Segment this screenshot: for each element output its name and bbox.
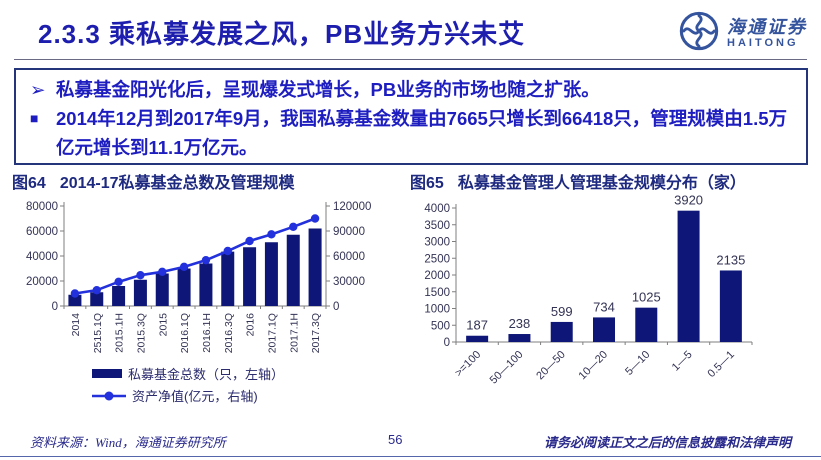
figure-64: 图64 2014-17私募基金总数及管理规模 0 20000 40000 60000 8…	[8, 168, 406, 405]
svg-text:1000: 1000	[424, 304, 450, 316]
svg-text:>=100: >=100	[453, 349, 484, 380]
svg-text:0: 0	[444, 337, 450, 349]
charts-row: 图64 2014-17私募基金总数及管理规模 0 20000 40000 60000 8…	[8, 168, 816, 405]
svg-text:2014: 2014	[70, 313, 82, 337]
legend-item-bars: 私募基金总数（只，左轴）	[92, 364, 406, 383]
footer: 资料来源：Wind，海通证券研究所 56 请务必阅读正文之后的信息披露和法律声明	[0, 432, 821, 450]
svg-text:2015: 2015	[157, 313, 169, 337]
svg-text:2016.1H: 2016.1H	[201, 313, 213, 353]
figure-65-caption: 私募基金管理人管理基金规模分布（家）	[457, 175, 746, 192]
svg-text:1500: 1500	[424, 287, 450, 299]
haitong-swirl-icon	[678, 10, 720, 57]
svg-text:2015.1H: 2015.1H	[114, 313, 126, 353]
figure-65-label: 图65	[410, 175, 444, 192]
svg-text:2016.3Q: 2016.3Q	[223, 313, 235, 353]
svg-text:2017.3Q: 2017.3Q	[310, 313, 322, 353]
footer-disclaimer: 请务必阅读正文之后的信息披露和法律声明	[543, 435, 791, 450]
figure-64-caption: 2014-17私募基金总数及管理规模	[59, 175, 295, 192]
bottom-divider	[0, 456, 821, 457]
info-box: ➢ 私募基金阳光化后，呈现爆发式增长，PB业务的市场也随之扩张。 ■ 2014年…	[14, 68, 808, 165]
haitong-logo: 海通证券 HAITONG	[678, 10, 807, 57]
line-marker-icon	[92, 390, 126, 402]
figure-65-chart: 0 500 1000 1500 2000 2500 3000 3500 4000 187 238 59…	[406, 193, 816, 394]
bullet-item: ■ 2014年12月到2017年9月，我国私募基金数量由7665只增长到6641…	[30, 105, 794, 163]
bullet-item: ➢ 私募基金阳光化后，呈现爆发式增长，PB业务的市场也随之扩张。	[30, 76, 794, 105]
svg-text:3920: 3920	[674, 194, 703, 208]
svg-text:50—100: 50—100	[488, 349, 526, 387]
figure-65: 图65 私募基金管理人管理基金规模分布（家） 0 500 1000 1500 2000 2…	[406, 168, 816, 405]
svg-text:1025: 1025	[632, 290, 661, 305]
bullet-text: 私募基金阳光化后，呈现爆发式增长，PB业务的市场也随之扩张。	[56, 79, 600, 100]
svg-text:10—20: 10—20	[577, 349, 611, 383]
svg-text:80000: 80000	[26, 201, 58, 213]
svg-text:2135: 2135	[716, 252, 745, 267]
footer-source: 资料来源：Wind，海通证券研究所	[30, 435, 226, 450]
svg-text:0: 0	[52, 301, 58, 313]
svg-text:0: 0	[333, 301, 339, 313]
svg-text:4000: 4000	[424, 203, 450, 215]
svg-text:1—5: 1—5	[670, 349, 695, 374]
svg-text:500: 500	[431, 320, 450, 332]
page-title: 2.3.3 乘私募发展之风，PB业务方兴未艾	[38, 19, 526, 49]
svg-text:120000: 120000	[333, 201, 371, 213]
bullet-text: 2014年12月到2017年9月，我国私募基金数量由7665只增长到66418只…	[56, 107, 787, 158]
svg-text:0.5—1: 0.5—1	[706, 349, 737, 380]
svg-text:734: 734	[593, 299, 615, 314]
logo-text: 海通证券 HAITONG	[727, 18, 807, 49]
bar-swatch-icon	[92, 369, 122, 378]
header: 2.3.3 乘私募发展之风，PB业务方兴未艾 海通证券 HAITONG	[0, 8, 821, 60]
svg-text:187: 187	[466, 318, 488, 333]
svg-text:20—50: 20—50	[534, 349, 568, 383]
svg-text:238: 238	[509, 316, 531, 331]
svg-text:90000: 90000	[333, 226, 365, 238]
svg-text:20000: 20000	[26, 276, 58, 288]
svg-text:30000: 30000	[333, 276, 365, 288]
figure-64-title: 图64 2014-17私募基金总数及管理规模	[8, 168, 406, 194]
svg-text:60000: 60000	[26, 226, 58, 238]
svg-text:40000: 40000	[26, 251, 58, 263]
page-number: 56	[388, 432, 403, 447]
arrow-bullet-icon: ➢	[30, 79, 46, 100]
figure-64-label: 图64	[12, 175, 46, 192]
svg-text:60000: 60000	[333, 251, 365, 263]
figure-64-chart: 0 20000 40000 60000 80000 0 30000 60000 90000 120…	[8, 194, 406, 362]
svg-text:3000: 3000	[424, 237, 450, 249]
svg-text:3500: 3500	[424, 220, 450, 232]
figure-65-title: 图65 私募基金管理人管理基金规模分布（家）	[406, 168, 816, 194]
svg-text:2000: 2000	[424, 270, 450, 282]
svg-text:2017.1H: 2017.1H	[288, 313, 300, 353]
svg-text:2515.1Q: 2515.1Q	[92, 313, 104, 353]
logo-subtitle: HAITONG	[727, 37, 799, 49]
svg-text:2016: 2016	[245, 313, 257, 337]
square-bullet-icon: ■	[30, 109, 39, 126]
svg-text:2017.1Q: 2017.1Q	[266, 313, 278, 353]
legend-label: 私募基金总数（只，左轴）	[128, 367, 285, 382]
legend-label: 资产净值(亿元，右轴)	[132, 389, 258, 404]
legend-item-line: 资产净值(亿元，右轴)	[92, 386, 406, 405]
logo-name: 海通证券	[727, 17, 807, 37]
svg-text:2015.3Q: 2015.3Q	[135, 313, 147, 353]
svg-text:2016.1Q: 2016.1Q	[179, 313, 191, 353]
svg-text:2500: 2500	[424, 253, 450, 265]
svg-text:599: 599	[551, 304, 573, 319]
figure-64-legend: 私募基金总数（只，左轴） 资产净值(亿元，右轴)	[92, 364, 406, 405]
header-divider	[14, 59, 807, 60]
svg-text:5—10: 5—10	[623, 349, 652, 378]
